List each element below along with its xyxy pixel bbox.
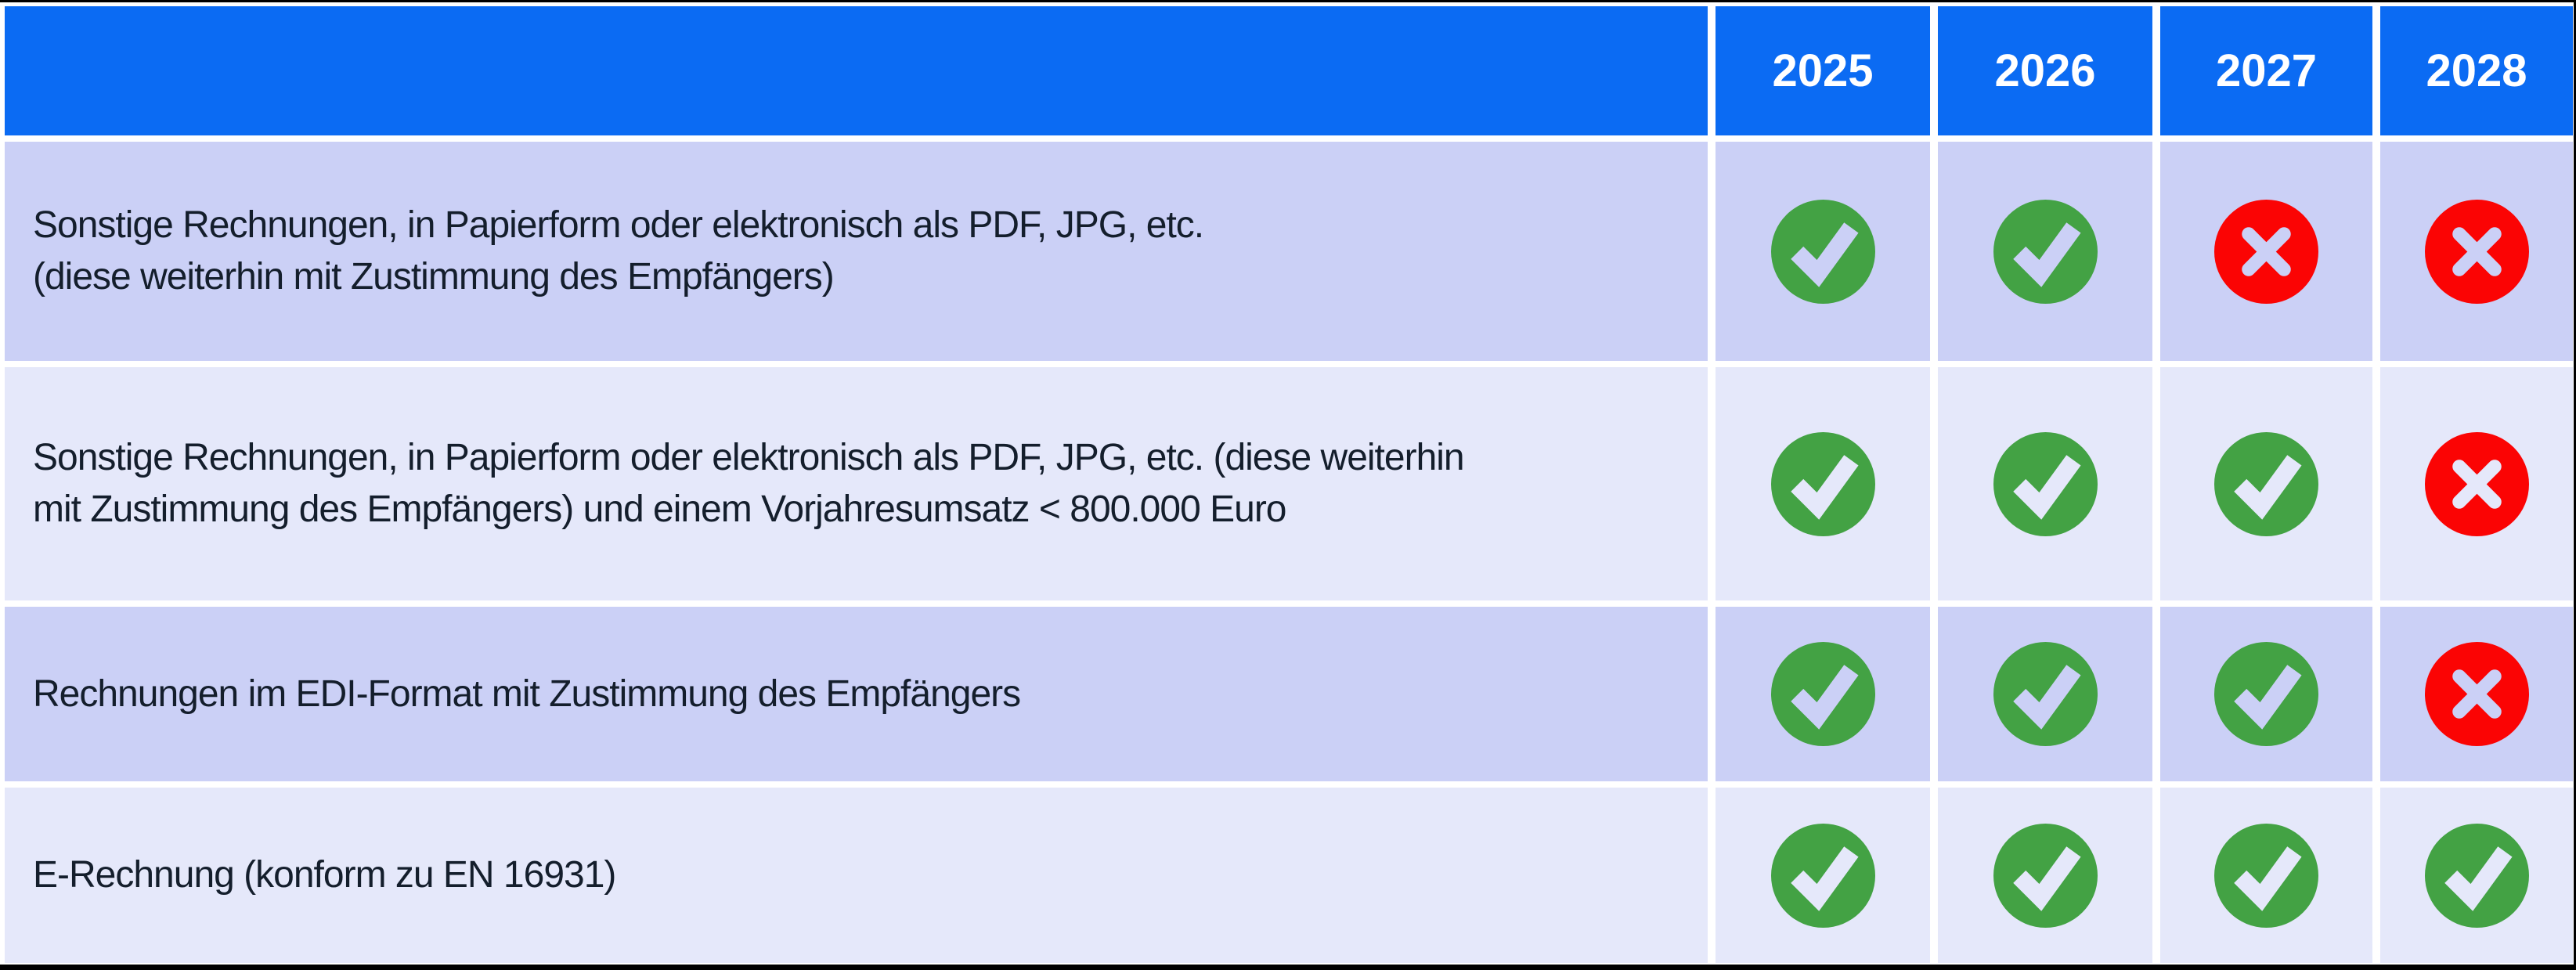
check-icon [2214, 642, 2318, 746]
check-icon [1993, 823, 2098, 928]
status-cell-2028 [2380, 788, 2573, 963]
year-header-2025: 2025 [1716, 6, 1930, 135]
year-header-2026: 2026 [1938, 6, 2152, 135]
status-cell-2027 [2160, 367, 2372, 600]
status-cell-2026 [1938, 788, 2152, 963]
status-cell-2027 [2160, 788, 2372, 963]
row-label-line: Sonstige Rechnungen, in Papierform oder … [33, 204, 1204, 246]
row-label: Rechnungen im EDI-Format mit Zustimmung … [5, 607, 1708, 781]
row-label-line: E-Rechnung (konform zu EN 16931) [33, 854, 616, 896]
cross-icon [2424, 199, 2529, 304]
check-icon [1770, 823, 1875, 928]
year-header-2027: 2027 [2160, 6, 2372, 135]
cross-icon [2424, 431, 2529, 536]
row-label: Sonstige Rechnungen, in Papierform oder … [5, 367, 1708, 600]
comparison-table: 2025 2026 2027 2028 Sonstige Rechnungen,… [5, 6, 2573, 963]
check-icon [1770, 431, 1875, 536]
check-icon [1993, 642, 2098, 746]
row-label-line: mit Zustimmung des Empfängers) und einem… [33, 489, 1286, 530]
row-label: E-Rechnung (konform zu EN 16931) [5, 788, 1708, 963]
status-cell-2025 [1716, 367, 1930, 600]
check-icon [1770, 642, 1875, 746]
header-label-cell [5, 6, 1708, 135]
row-label-line: Sonstige Rechnungen, in Papierform oder … [33, 437, 1465, 478]
status-cell-2026 [1938, 607, 2152, 781]
cross-icon [2214, 199, 2318, 304]
status-cell-2028 [2380, 607, 2573, 781]
year-header-2028: 2028 [2380, 6, 2573, 135]
status-cell-2026 [1938, 142, 2152, 361]
check-icon [2214, 431, 2318, 536]
status-cell-2028 [2380, 367, 2573, 600]
check-icon [2214, 823, 2318, 928]
status-cell-2027 [2160, 607, 2372, 781]
row-label-line: (diese weiterhin mit Zustimmung des Empf… [33, 256, 835, 297]
row-label: Sonstige Rechnungen, in Papierform oder … [5, 142, 1708, 361]
status-cell-2025 [1716, 142, 1930, 361]
frame-bottom-edge [0, 965, 2576, 970]
status-cell-2027 [2160, 142, 2372, 361]
status-cell-2028 [2380, 142, 2573, 361]
row-label-line: Rechnungen im EDI-Format mit Zustimmung … [33, 673, 1021, 715]
check-icon [1993, 199, 2098, 304]
frame-top-edge [0, 0, 2576, 2]
cross-icon [2424, 642, 2529, 746]
check-icon [1993, 431, 2098, 536]
frame-right-edge [2574, 0, 2576, 970]
status-cell-2025 [1716, 788, 1930, 963]
status-cell-2025 [1716, 607, 1930, 781]
status-cell-2026 [1938, 367, 2152, 600]
check-icon [2424, 823, 2529, 928]
check-icon [1770, 199, 1875, 304]
